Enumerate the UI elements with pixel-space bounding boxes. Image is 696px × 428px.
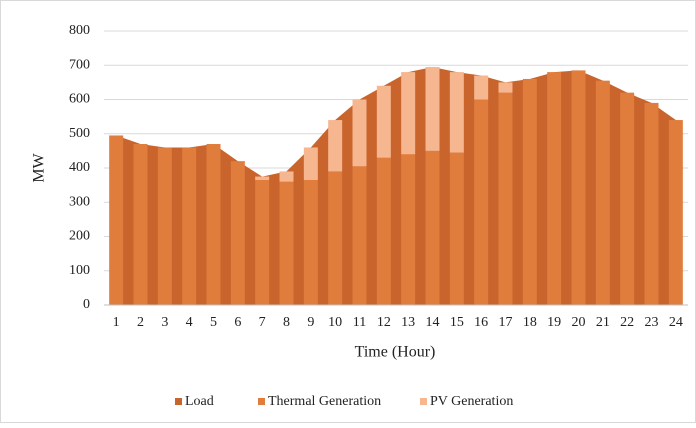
bar bbox=[303, 179, 318, 305]
bar bbox=[474, 99, 489, 305]
x-tick-label: 12 bbox=[377, 315, 391, 330]
x-tick-label: 11 bbox=[353, 315, 366, 330]
bar bbox=[352, 99, 367, 167]
bar bbox=[620, 92, 635, 306]
bar bbox=[376, 157, 391, 305]
bar bbox=[474, 75, 489, 100]
x-tick-label: 5 bbox=[210, 315, 217, 330]
x-tick-label: 3 bbox=[161, 315, 168, 330]
legend-label: Thermal Generation bbox=[268, 394, 381, 409]
bar bbox=[133, 144, 148, 305]
y-tick-label: 600 bbox=[69, 92, 90, 107]
bar bbox=[425, 150, 440, 305]
x-tick-label: 13 bbox=[401, 315, 415, 330]
bar bbox=[328, 120, 343, 172]
x-tick-label: 1 bbox=[113, 315, 120, 330]
bar bbox=[644, 102, 659, 305]
bar bbox=[547, 72, 562, 305]
y-tick-label: 0 bbox=[83, 297, 90, 312]
x-tick-label: 6 bbox=[234, 315, 241, 330]
x-tick-label: 7 bbox=[259, 315, 266, 330]
bar bbox=[449, 152, 464, 305]
bar bbox=[279, 171, 294, 182]
x-tick-label: 10 bbox=[328, 315, 342, 330]
bar bbox=[182, 147, 197, 305]
bar bbox=[206, 144, 221, 305]
bar bbox=[303, 147, 318, 180]
x-tick-label: 2 bbox=[137, 315, 144, 330]
bar bbox=[449, 72, 464, 153]
x-tick-label: 16 bbox=[474, 315, 488, 330]
legend-label: Load bbox=[185, 394, 214, 409]
bar bbox=[401, 154, 416, 305]
bar bbox=[328, 171, 343, 305]
y-tick-label: 800 bbox=[69, 23, 90, 38]
bar bbox=[230, 161, 245, 305]
y-tick-label: 300 bbox=[69, 194, 90, 209]
bar bbox=[498, 82, 513, 93]
legend-marker bbox=[258, 398, 265, 405]
y-axis-title: MW bbox=[31, 152, 48, 182]
x-tick-label: 15 bbox=[450, 315, 464, 330]
y-tick-label: 100 bbox=[69, 263, 90, 278]
bar bbox=[498, 92, 513, 306]
bar bbox=[376, 85, 391, 158]
bar bbox=[668, 120, 683, 305]
x-tick-label: 24 bbox=[669, 315, 683, 330]
y-tick-label: 400 bbox=[69, 160, 90, 175]
legend-marker bbox=[420, 398, 427, 405]
x-tick-label: 23 bbox=[645, 315, 659, 330]
bar bbox=[109, 135, 124, 305]
x-tick-label: 8 bbox=[283, 315, 290, 330]
x-tick-label: 17 bbox=[499, 315, 513, 330]
bar bbox=[425, 66, 440, 151]
bar bbox=[571, 70, 586, 305]
bar bbox=[522, 78, 537, 305]
x-tick-label: 22 bbox=[620, 315, 634, 330]
x-tick-label: 18 bbox=[523, 315, 537, 330]
x-tick-label: 19 bbox=[547, 315, 561, 330]
bar bbox=[157, 147, 172, 305]
x-axis-title: Time (Hour) bbox=[355, 344, 436, 361]
bar bbox=[279, 181, 294, 305]
y-tick-label: 200 bbox=[69, 229, 90, 244]
x-tick-label: 14 bbox=[426, 315, 440, 330]
y-tick-label: 700 bbox=[69, 57, 90, 72]
x-tick-label: 4 bbox=[186, 315, 193, 330]
x-tick-label: 9 bbox=[307, 315, 314, 330]
bar bbox=[255, 176, 270, 180]
legend-marker bbox=[175, 398, 182, 405]
bar bbox=[352, 166, 367, 305]
bar bbox=[255, 179, 270, 305]
y-tick-label: 500 bbox=[69, 126, 90, 141]
bar bbox=[595, 80, 610, 305]
bar bbox=[401, 72, 416, 155]
x-tick-label: 20 bbox=[572, 315, 586, 330]
legend-label: PV Generation bbox=[430, 394, 513, 409]
x-tick-label: 21 bbox=[596, 315, 610, 330]
